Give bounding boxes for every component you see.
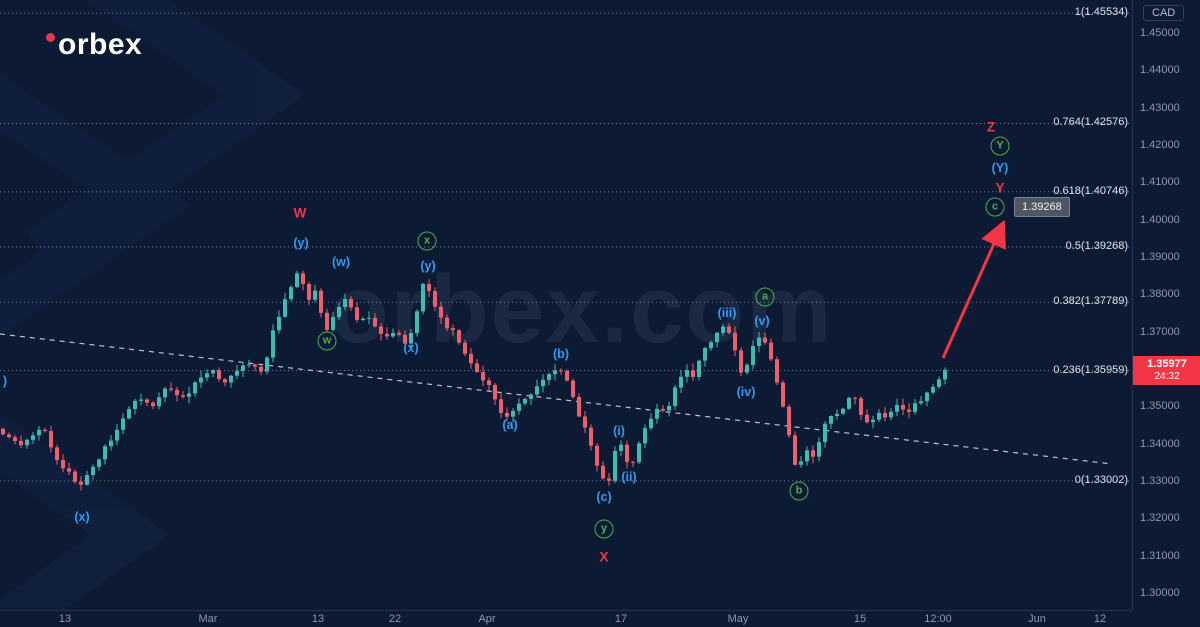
y-axis-tick: 1.45000	[1140, 27, 1180, 39]
current-price-badge: 1.35977 24:32	[1133, 355, 1200, 385]
x-axis-tick: 12:00	[924, 613, 952, 625]
x-axis-tick: May	[727, 613, 749, 625]
x-axis-tick: 15	[853, 613, 867, 625]
current-price-value: 1.35977	[1147, 357, 1187, 370]
y-axis-tick: 1.34000	[1140, 437, 1180, 450]
fib-level-label: 0.382(1.37789)	[1053, 295, 1128, 308]
y-axis-tick: 1.44000	[1140, 64, 1180, 77]
fib-level-label: 0.618(1.40746)	[1053, 184, 1128, 197]
fib-level-label: 0.236(1.35959)	[1053, 363, 1128, 376]
y-axis-tick: 1.43000	[1140, 101, 1180, 114]
x-axis-tick: Jun	[1028, 613, 1046, 625]
y-axis-tick: 1.41000	[1140, 176, 1180, 189]
price-axis[interactable]: CAD 1.45000 1.44000 1.43000 1.42000 1.41000 1…	[1132, 0, 1200, 610]
x-axis-tick: Apr	[478, 613, 496, 625]
x-axis-tick: 17	[614, 613, 628, 625]
x-axis-tick: 13	[58, 613, 72, 625]
orbex-logo: orbex	[46, 30, 142, 60]
logo-text: orbex	[58, 28, 143, 61]
fib-price-label: 1.39268	[1014, 197, 1070, 217]
y-axis-tick: 1.40000	[1140, 213, 1180, 226]
y-axis-tick: 1.38000	[1140, 288, 1180, 301]
logo-dot-icon	[46, 33, 55, 42]
fib-level-label: 0(1.33002)	[1074, 473, 1128, 486]
y-axis-tick: 1.31000	[1140, 549, 1180, 562]
x-axis-tick: Mar	[198, 613, 218, 625]
y-axis-tick: 1.33000	[1140, 475, 1180, 487]
symbol-chip: CAD	[1143, 5, 1185, 21]
y-axis-tick: 1.32000	[1140, 512, 1180, 525]
x-axis-tick: 22	[388, 613, 402, 625]
x-axis-tick: 13	[311, 613, 325, 625]
y-axis-tick: 1.35000	[1140, 400, 1180, 413]
candle-countdown: 24:32	[1154, 370, 1180, 382]
fib-level-label: 0.5(1.39268)	[1065, 239, 1128, 252]
y-axis-tick: 1.30000	[1140, 587, 1180, 599]
watermark: orbex.com	[330, 256, 834, 363]
x-axis-tick: 12	[1093, 613, 1107, 625]
y-axis-tick: 1.42000	[1140, 139, 1180, 151]
fib-level-label: 1(1.45534)	[1074, 6, 1128, 19]
y-axis-tick: 1.39000	[1140, 251, 1180, 263]
time-axis[interactable]: 13 Mar 13 22 Apr 17 May 15 12:00 Jun 12	[0, 610, 1132, 627]
fib-level-label: 0.764(1.42576)	[1053, 116, 1128, 129]
y-axis-tick: 1.37000	[1140, 325, 1180, 338]
